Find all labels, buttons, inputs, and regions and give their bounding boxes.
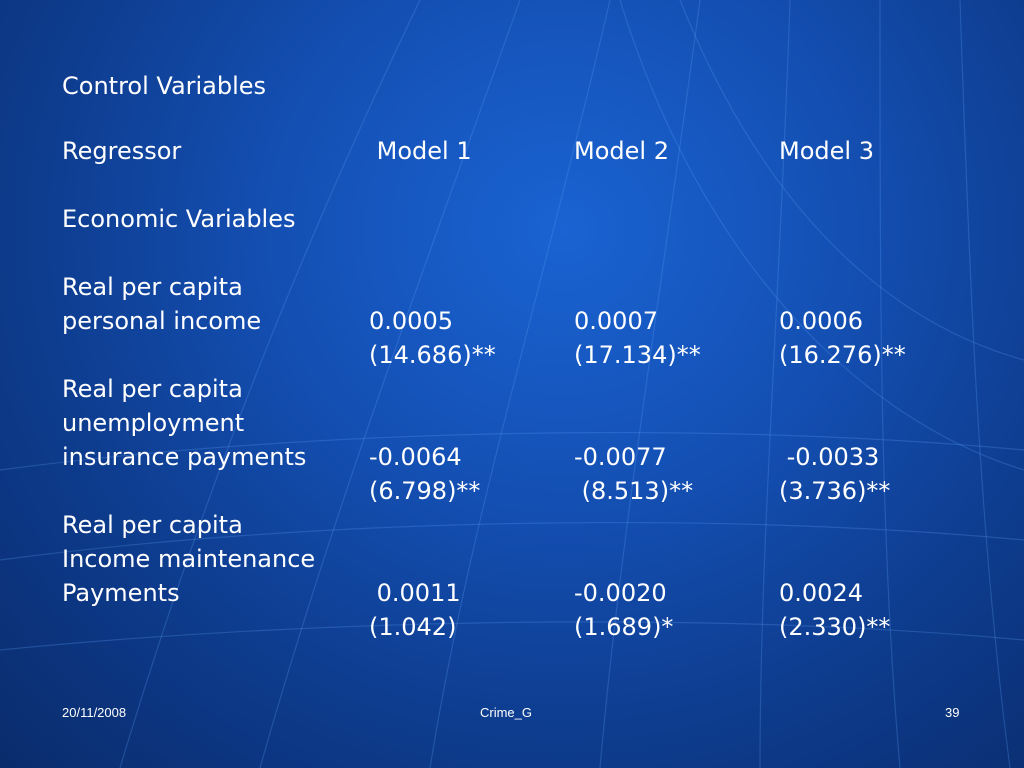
row-label-line: personal income [62, 307, 262, 335]
row-label-line: Income maintenance [62, 545, 316, 573]
tstat-model-3: (16.276)** [779, 341, 906, 369]
header-model-2: Model 2 [574, 137, 669, 165]
coef-model-2: -0.0020 [574, 579, 667, 607]
header-regressor: Regressor [62, 137, 182, 165]
coef-model-1: -0.0064 [369, 443, 462, 471]
footer-center: Crime_G [480, 705, 533, 720]
tstat-model-1: (1.042) [369, 613, 457, 641]
footer-date: 20/11/2008 [62, 705, 127, 720]
tstat-model-2: (1.689)* [574, 613, 674, 641]
tstat-model-1: (14.686)** [369, 341, 496, 369]
section-heading: Economic Variables [62, 205, 296, 233]
coef-model-3: 0.0006 [779, 307, 863, 335]
row-label-line: Real per capita [62, 273, 243, 301]
row-label-line: Real per capita [62, 375, 243, 403]
footer-page-number: 39 [945, 705, 960, 720]
header-model-1: Model 1 [369, 137, 472, 165]
coef-model-3: -0.0033 [779, 443, 880, 471]
tstat-model-1: (6.798)** [369, 477, 481, 505]
row-label-line: Real per capita [62, 511, 243, 539]
tstat-model-3: (3.736)** [779, 477, 891, 505]
coef-model-2: 0.0007 [574, 307, 658, 335]
slide-title: Control Variables [62, 72, 267, 100]
coef-model-3: 0.0024 [779, 579, 863, 607]
tstat-model-3: (2.330)** [779, 613, 891, 641]
tstat-model-2: (8.513)** [574, 477, 694, 505]
coef-model-1: 0.0005 [369, 307, 453, 335]
coef-model-1: 0.0011 [369, 579, 461, 607]
header-model-3: Model 3 [779, 137, 874, 165]
tstat-model-2: (17.134)** [574, 341, 701, 369]
row-label-line: unemployment [62, 409, 245, 437]
row-label-line: insurance payments [62, 443, 307, 471]
coef-model-2: -0.0077 [574, 443, 667, 471]
row-label-line: Payments [62, 579, 180, 607]
